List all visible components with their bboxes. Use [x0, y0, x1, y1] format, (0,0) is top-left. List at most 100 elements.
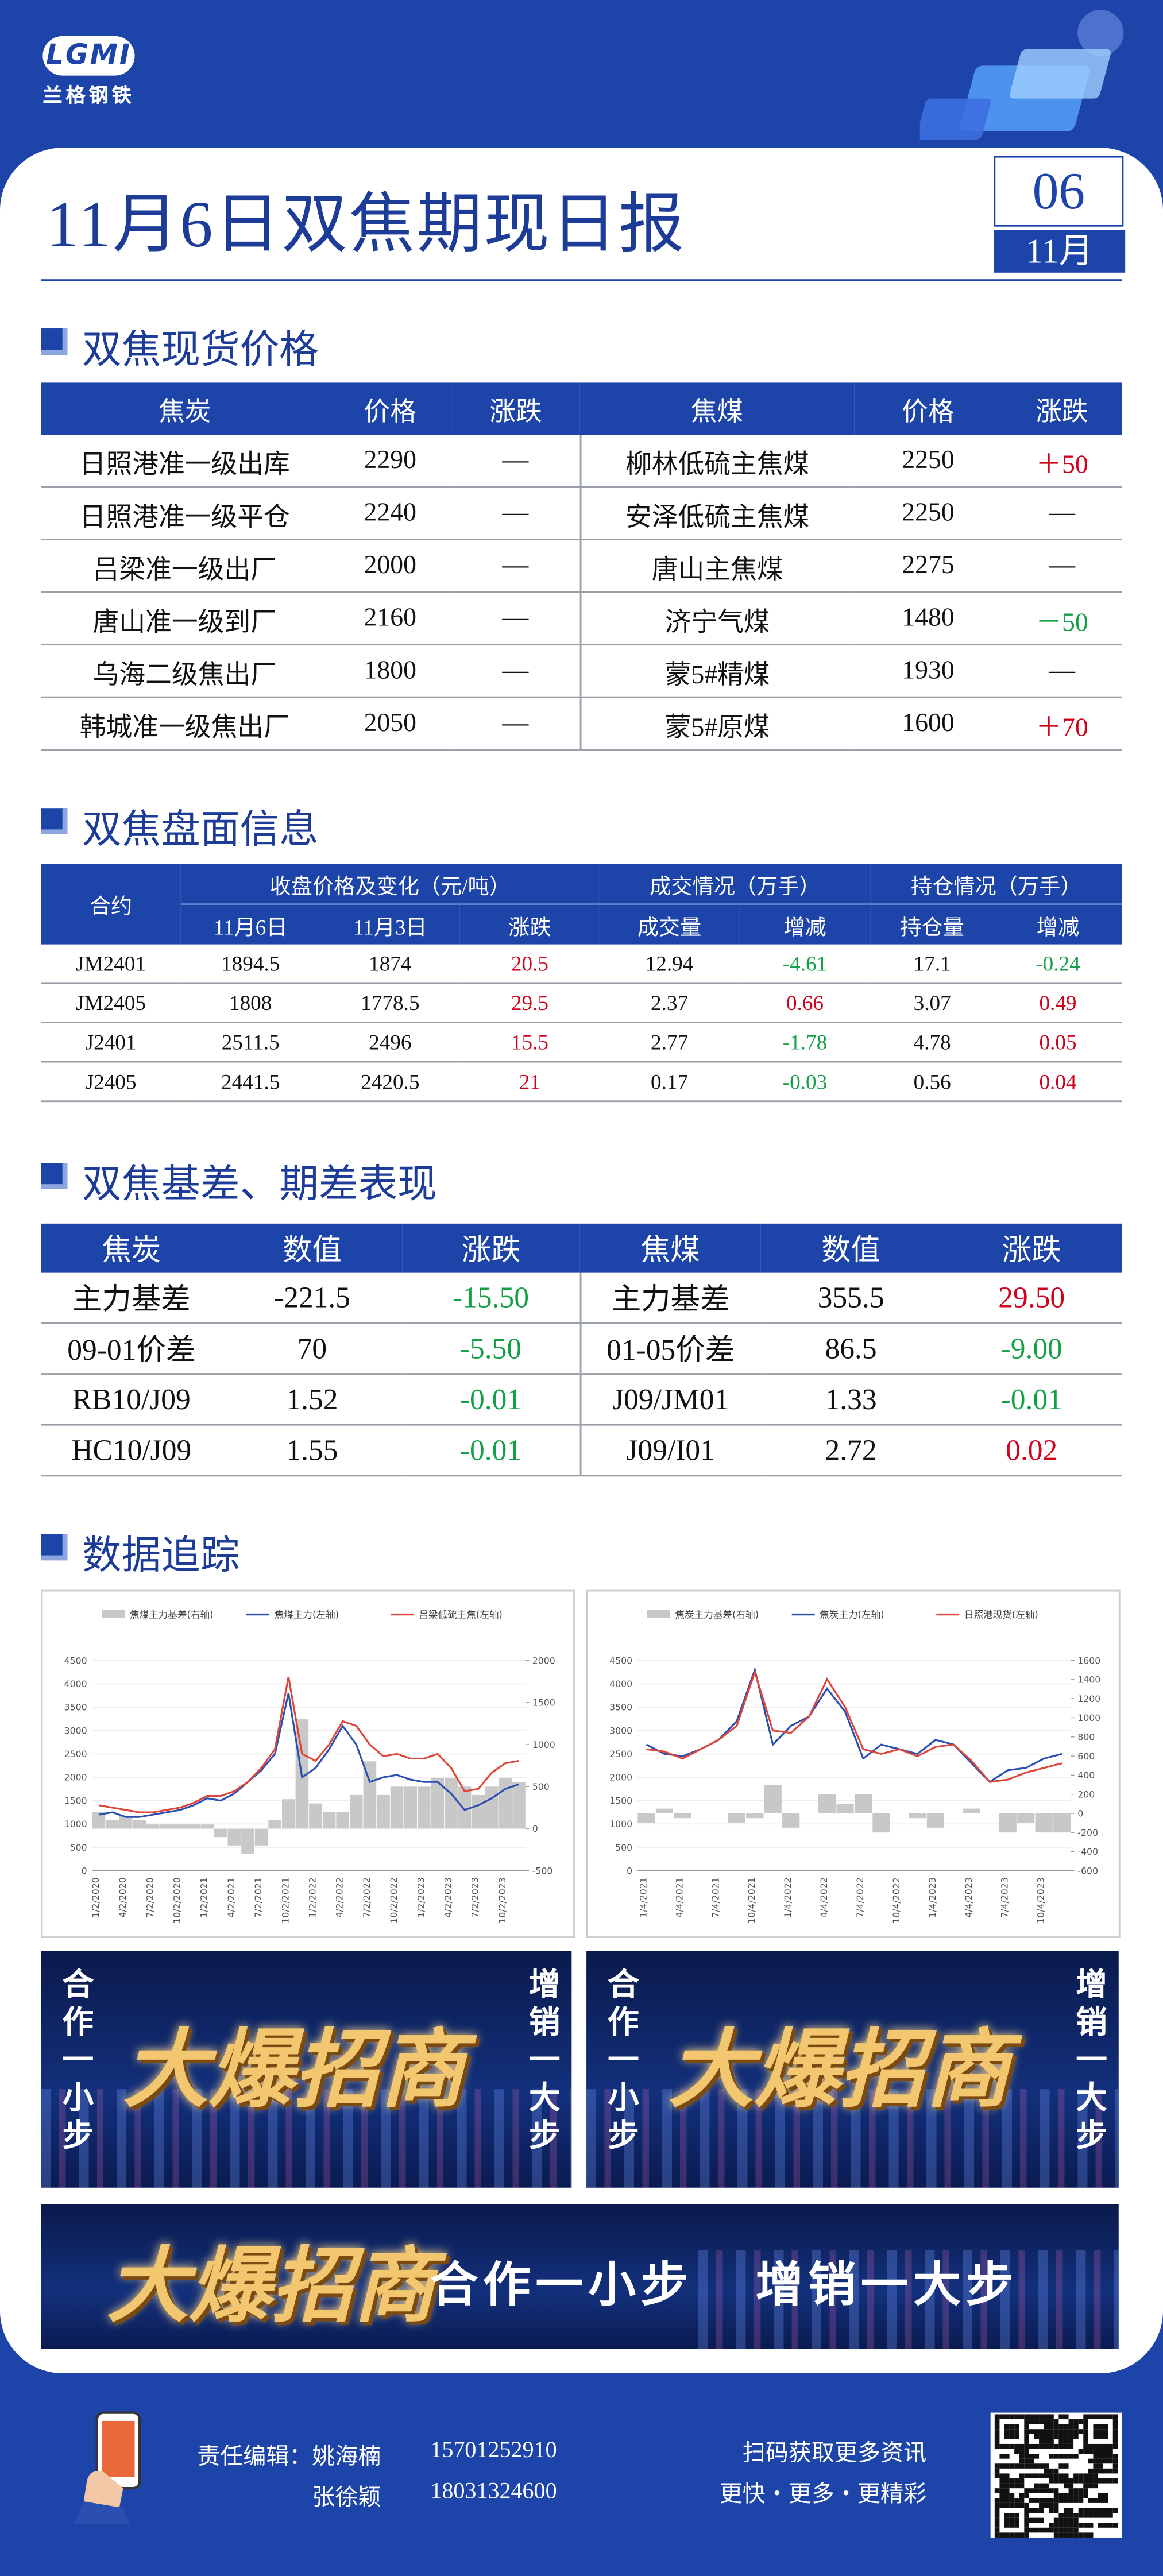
- qr-module: [1034, 2429, 1040, 2434]
- sub-header: 增减: [739, 904, 871, 945]
- y-tick-label: 500: [615, 1842, 632, 1853]
- qr-module: [1068, 2478, 1074, 2484]
- qr-module: [1014, 2429, 1019, 2434]
- qr-module: [1103, 2449, 1108, 2454]
- qr-module: [1068, 2532, 1074, 2538]
- qr-module: [1083, 2443, 1088, 2449]
- qr-module: [1049, 2478, 1054, 2484]
- y-tick-label: 4000: [64, 1678, 87, 1689]
- qr-module: [1068, 2508, 1074, 2513]
- basis-bar: [1017, 1813, 1035, 1823]
- qr-module: [1024, 2463, 1029, 2469]
- qr-module: [1004, 2532, 1010, 2538]
- legend-label: 焦煤主力(左轴): [275, 1609, 339, 1620]
- qr-module: [1063, 2454, 1069, 2459]
- x-tick-label: 7/2/2023: [470, 1877, 481, 1918]
- legend-swatch: [102, 1609, 125, 1618]
- section-icon: [41, 1534, 68, 1561]
- qr-module: [1088, 2498, 1094, 2503]
- qr-module: [1063, 2424, 1069, 2430]
- qr-module: [1014, 2483, 1019, 2489]
- group-header: 成交情况（万手）: [599, 864, 871, 905]
- qr-module: [1073, 2434, 1079, 2439]
- x-tick-label: 4/4/2022: [818, 1877, 829, 1918]
- table-cell: 2420.5: [320, 1062, 460, 1103]
- basis-bar: [227, 1828, 241, 1846]
- y2-tick-label: -600: [1077, 1865, 1098, 1876]
- y2-tick-label: 200: [1077, 1789, 1095, 1800]
- qr-module: [1083, 2493, 1088, 2498]
- y-tick-label: 0: [82, 1865, 87, 1876]
- table-cell: ＋50: [1002, 435, 1122, 488]
- phone-icon: [74, 2411, 141, 2525]
- qr-module: [1024, 2502, 1029, 2508]
- table-cell: 1.55: [222, 1425, 403, 1477]
- header-row: 焦炭 数值 涨跌 焦煤 数值 涨跌: [41, 1223, 1122, 1273]
- x-tick-label: 7/4/2022: [855, 1877, 866, 1918]
- qr-module: [1004, 2463, 1010, 2469]
- table-cell: 唐山主焦煤: [579, 539, 855, 593]
- qr-module: [1063, 2463, 1069, 2469]
- qr-module: [994, 2424, 1000, 2430]
- table-cell: -1.78: [739, 1022, 871, 1063]
- table-cell: 2240: [329, 487, 452, 540]
- qr-module: [1024, 2493, 1029, 2498]
- qr-module: [999, 2478, 1004, 2484]
- table-cell: -0.03: [739, 1062, 871, 1103]
- y2-tick-label: -500: [532, 1865, 553, 1876]
- column-header: 焦炭: [41, 1223, 222, 1273]
- qr-module: [1098, 2424, 1103, 2430]
- qr-module: [1024, 2454, 1029, 2459]
- table-cell: 0.04: [994, 1062, 1122, 1103]
- qr-module: [1039, 2498, 1044, 2503]
- x-tick-label: 10/2/2022: [388, 1877, 399, 1924]
- editor-name: 姚海楠: [312, 2445, 381, 2470]
- qr-module: [1112, 2434, 1118, 2439]
- table-cell: 12.94: [599, 944, 740, 984]
- qr-module: [1044, 2502, 1049, 2508]
- basis-bar: [187, 1824, 200, 1829]
- qr-module: [1098, 2463, 1103, 2469]
- qr-module: [1073, 2424, 1079, 2430]
- qr-module: [1063, 2443, 1069, 2449]
- banner-title: 大爆招商: [123, 2020, 465, 2121]
- table-cell: JM2405: [41, 983, 181, 1023]
- qr-module: [1103, 2414, 1108, 2420]
- x-tick-label: 7/4/2021: [710, 1877, 721, 1918]
- table-cell: 1.52: [222, 1374, 403, 1426]
- qr-module: [1009, 2493, 1015, 2498]
- qr-module: [1058, 2414, 1064, 2420]
- qr-module: [1039, 2527, 1044, 2533]
- table-cell: 2250: [854, 487, 1002, 540]
- qr-module: [1068, 2434, 1074, 2439]
- column-header: 涨跌: [451, 382, 580, 435]
- qr-module: [1063, 2414, 1069, 2420]
- qr-module: [1078, 2488, 1084, 2493]
- y2-tick-label: 800: [1077, 1731, 1095, 1742]
- qr-module: [1058, 2429, 1064, 2434]
- qr-module: [1034, 2463, 1040, 2469]
- table-cell: -221.5: [222, 1272, 403, 1324]
- column-header: 数值: [222, 1223, 403, 1273]
- section-icon: [41, 1163, 68, 1189]
- table-row: 乌海二级焦出厂 1800— 蒙5#精煤 1930—: [41, 644, 1122, 698]
- table-cell: 0.17: [599, 1062, 740, 1103]
- table-cell: -0.24: [994, 944, 1122, 984]
- x-tick-label: 10/2/2020: [172, 1877, 183, 1924]
- qr-module: [1039, 2443, 1044, 2449]
- qr-module: [1112, 2443, 1118, 2449]
- qr-module: [994, 2527, 1000, 2533]
- qr-module: [999, 2498, 1004, 2503]
- table-cell: —: [451, 697, 580, 751]
- qr-module: [1014, 2443, 1019, 2449]
- table-cell: 0.02: [941, 1425, 1122, 1477]
- qr-module: [1019, 2498, 1025, 2503]
- qr-module: [1063, 2523, 1069, 2528]
- table-cell: —: [451, 644, 580, 698]
- qr-module: [1024, 2508, 1029, 2513]
- qr-module: [1078, 2419, 1084, 2424]
- qr-module: [1093, 2458, 1099, 2464]
- qr-module: [1053, 2527, 1059, 2533]
- basis-bar: [417, 1786, 431, 1829]
- qr-module: [1103, 2443, 1108, 2449]
